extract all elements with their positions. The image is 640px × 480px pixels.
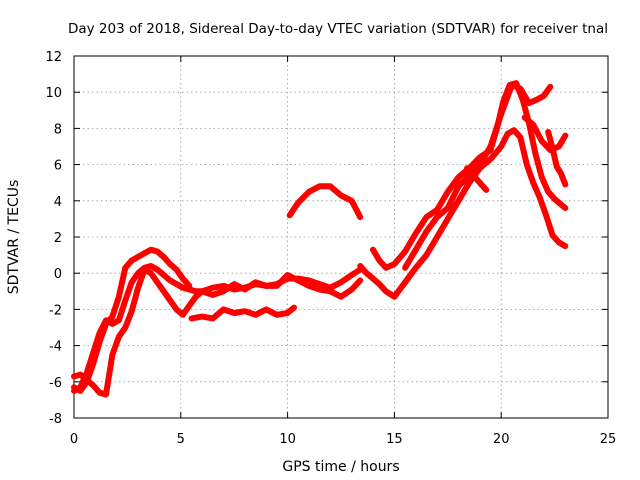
series-track-a [71,246,193,394]
y-tick-label: 6 [54,159,62,174]
series-track-d [188,304,297,322]
y-tick-label: -4 [49,340,62,355]
x-tick-label: 10 [279,432,296,447]
series-layer [71,80,569,398]
x-axis: 0 5 10 15 20 25 [70,56,616,447]
y-axis: -8 -6 -4 -2 0 2 4 6 8 10 12 [45,50,608,427]
series-track-j [521,114,569,154]
y-tick-label: 10 [45,86,62,101]
y-tick-label: 8 [54,122,62,137]
x-tick-label: 0 [70,432,78,447]
y-tick-label: 0 [54,267,62,282]
grid-lines [74,56,608,418]
y-tick-label: -6 [49,376,62,391]
y-tick-label: 4 [54,195,62,210]
y-tick-label: 2 [54,231,62,246]
y-tick-label: -8 [49,412,62,427]
x-tick-label: 15 [386,432,403,447]
series-track-b [71,263,364,394]
series-track-c [71,266,364,398]
series-track-i [464,165,490,193]
chart-title: Day 203 of 2018, Sidereal Day-to-day VTE… [68,21,608,37]
x-tick-label: 20 [493,432,510,447]
y-tick-label: -2 [49,303,62,318]
series-track-e [286,183,364,221]
series-track-h [402,82,554,271]
x-tick-label: 25 [600,432,617,447]
y-axis-label: SDTVAR / TECUs [6,180,22,295]
series-track-k [545,129,569,188]
x-axis-label: GPS time / hours [282,459,399,475]
x-tick-label: 5 [177,432,185,447]
y-tick-label: 12 [45,50,62,65]
